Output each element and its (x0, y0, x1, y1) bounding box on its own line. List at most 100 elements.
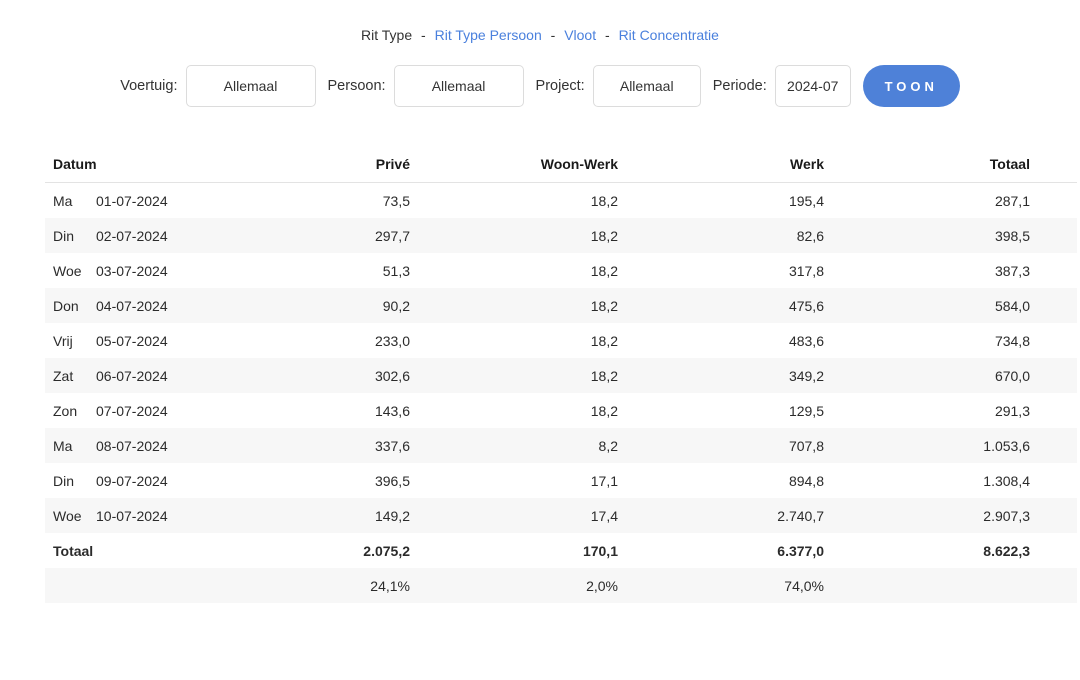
cell-day: Woe (53, 262, 82, 279)
cell-date: 08-07-2024 (96, 437, 168, 454)
cell-werk: 894,8 (788, 472, 824, 489)
table-row: Din 09-07-2024 396,5 17,1 894,8 1.308,4 (45, 463, 1077, 498)
cell-totaal: 287,1 (994, 192, 1030, 209)
cell-totaal: 1.053,6 (983, 437, 1030, 454)
persoon-label: Persoon: (327, 78, 386, 94)
cell-day: Don (53, 297, 79, 314)
cell-prive: 396,5 (374, 472, 410, 489)
cell-werk: 483,6 (788, 332, 824, 349)
table-row: Zat 06-07-2024 302,6 18,2 349,2 670,0 (45, 358, 1077, 393)
filter-bar: Voertuig: Persoon: Project: Periode: TOO… (0, 65, 1080, 107)
cell-totaal: 1.308,4 (983, 472, 1030, 489)
total-prive: 2.075,2 (363, 542, 410, 559)
periode-input[interactable] (774, 65, 851, 107)
cell-day: Din (53, 227, 75, 244)
project-label: Project: (535, 78, 585, 94)
cell-datum: Ma 08-07-2024 (45, 438, 205, 454)
percent-prive: 24,1% (370, 577, 410, 594)
cell-date: 01-07-2024 (96, 192, 168, 209)
nav-item-rit-type-persoon[interactable]: Rit Type Persoon (434, 27, 542, 43)
periode-label: Periode: (712, 78, 767, 94)
cell-prive: 90,2 (382, 297, 410, 314)
cell-woon-werk: 18,2 (590, 297, 618, 314)
cell-totaal: 670,0 (994, 367, 1030, 384)
cell-werk: 195,4 (788, 192, 824, 209)
cell-woon-werk: 18,2 (590, 367, 618, 384)
cell-datum: Zat 06-07-2024 (45, 368, 205, 384)
cell-date: 05-07-2024 (96, 332, 168, 349)
cell-date: 09-07-2024 (96, 472, 168, 489)
nav-separator: - (550, 27, 556, 43)
cell-totaal: 2.907,3 (983, 507, 1030, 524)
cell-werk: 82,6 (796, 227, 824, 244)
cell-prive: 149,2 (374, 507, 410, 524)
report-nav: Rit Type - Rit Type Persoon - Vloot - Ri… (0, 0, 1080, 43)
cell-day: Din (53, 472, 75, 489)
voertuig-select[interactable] (185, 65, 316, 107)
percent-row: 24,1% 2,0% 74,0% (45, 568, 1077, 603)
table-row: Vrij 05-07-2024 233,0 18,2 483,6 734,8 (45, 323, 1077, 358)
cell-datum: Din 09-07-2024 (45, 473, 205, 489)
voertuig-label: Voertuig: (120, 78, 178, 94)
cell-totaal: 734,8 (994, 332, 1030, 349)
cell-datum: Don 04-07-2024 (45, 298, 205, 314)
cell-prive: 143,6 (374, 402, 410, 419)
cell-prive: 51,3 (382, 262, 410, 279)
cell-woon-werk: 18,2 (590, 192, 618, 209)
cell-prive: 302,6 (374, 367, 410, 384)
project-select[interactable] (592, 65, 701, 107)
cell-date: 10-07-2024 (96, 507, 168, 524)
total-label: Totaal (53, 542, 94, 559)
cell-werk: 129,5 (788, 402, 824, 419)
cell-day: Woe (53, 507, 82, 524)
table-header-row: Datum Privé Woon-Werk Werk Totaal (45, 145, 1077, 183)
percent-woon-werk: 2,0% (586, 577, 618, 594)
total-row: Totaal 2.075,2 170,1 6.377,0 8.622,3 (45, 533, 1077, 568)
cell-day: Zon (53, 402, 78, 419)
cell-woon-werk: 18,2 (590, 262, 618, 279)
cell-day: Zat (53, 367, 74, 384)
cell-woon-werk: 18,2 (590, 402, 618, 419)
cell-werk: 349,2 (788, 367, 824, 384)
persoon-select[interactable] (393, 65, 524, 107)
cell-date: 07-07-2024 (96, 402, 168, 419)
cell-prive: 297,7 (374, 227, 410, 244)
table-row: Woe 10-07-2024 149,2 17,4 2.740,7 2.907,… (45, 498, 1077, 533)
cell-date: 04-07-2024 (96, 297, 168, 314)
cell-totaal: 584,0 (994, 297, 1030, 314)
trips-table: Datum Privé Woon-Werk Werk Totaal Ma 01-… (45, 145, 1077, 603)
nav-item-rit-concentratie[interactable]: Rit Concentratie (618, 27, 719, 43)
nav-item-rit-type[interactable]: Rit Type (361, 27, 413, 43)
nav-separator: - (421, 27, 426, 43)
header-woon-werk: Woon-Werk (540, 155, 618, 172)
cell-day: Ma (53, 437, 73, 454)
nav-item-vloot[interactable]: Vloot (564, 27, 597, 43)
nav-separator: - (605, 27, 610, 43)
cell-day: Vrij (53, 332, 73, 349)
table-row: Woe 03-07-2024 51,3 18,2 317,8 387,3 (45, 253, 1077, 288)
cell-prive: 337,6 (374, 437, 410, 454)
toon-button[interactable]: TOON (862, 65, 960, 107)
total-woon-werk: 170,1 (582, 542, 618, 559)
cell-totaal: 387,3 (994, 262, 1030, 279)
cell-woon-werk: 17,1 (590, 472, 618, 489)
cell-date: 06-07-2024 (96, 367, 168, 384)
cell-date: 02-07-2024 (96, 227, 168, 244)
cell-datum: Zon 07-07-2024 (45, 403, 205, 419)
table-body: Ma 01-07-2024 73,5 18,2 195,4 287,1 Din … (45, 183, 1077, 533)
cell-woon-werk: 8,2 (598, 437, 618, 454)
cell-datum: Woe 03-07-2024 (45, 263, 205, 279)
total-werk: 6.377,0 (777, 542, 824, 559)
header-totaal: Totaal (989, 155, 1030, 172)
cell-date: 03-07-2024 (96, 262, 168, 279)
cell-day: Ma (53, 192, 73, 209)
table-row: Zon 07-07-2024 143,6 18,2 129,5 291,3 (45, 393, 1077, 428)
cell-datum: Woe 10-07-2024 (45, 508, 205, 524)
cell-werk: 707,8 (788, 437, 824, 454)
cell-woon-werk: 17,4 (590, 507, 618, 524)
cell-werk: 317,8 (788, 262, 824, 279)
cell-datum: Din 02-07-2024 (45, 228, 205, 244)
header-werk: Werk (790, 155, 824, 172)
cell-datum: Ma 01-07-2024 (45, 193, 205, 209)
cell-woon-werk: 18,2 (590, 227, 618, 244)
